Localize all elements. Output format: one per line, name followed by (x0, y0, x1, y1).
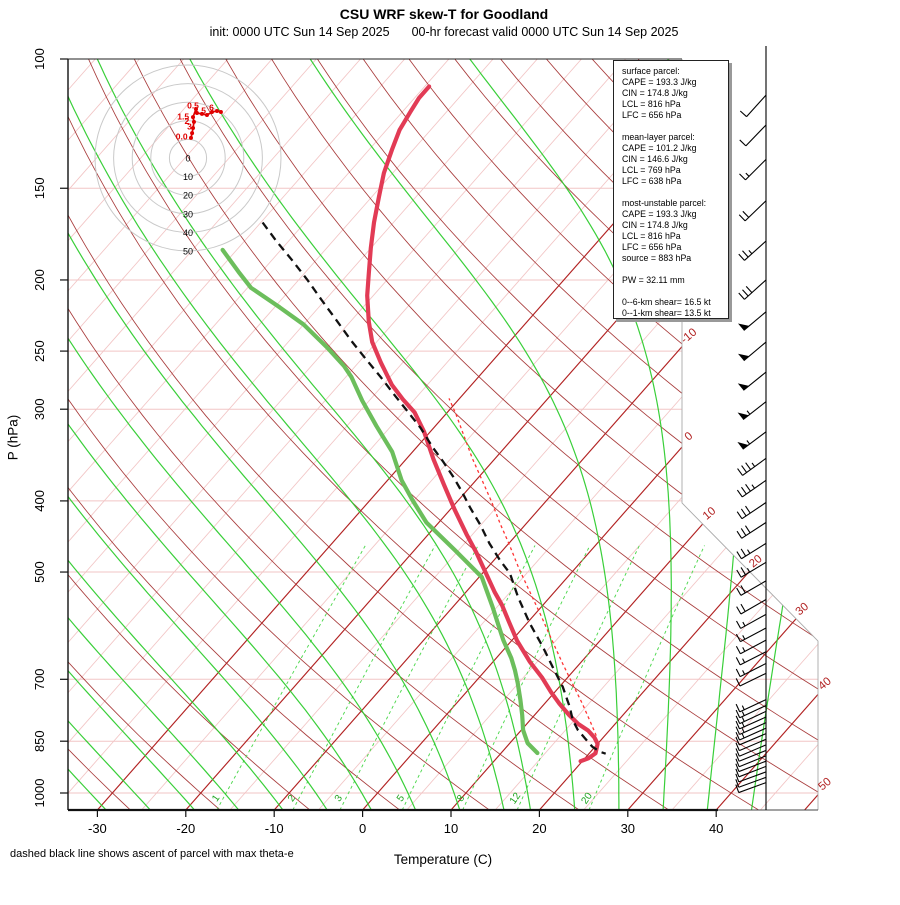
info-box-line: LFC = 656 hPa (622, 242, 682, 252)
info-box-line: LCL = 816 hPa (622, 231, 681, 241)
y-axis: 100 150 200 250 300 400 500 700 850 1000 (32, 48, 68, 807)
info-box-line: CAPE = 193.3 J/kg (622, 77, 697, 87)
info-box-line: LCL = 769 hPa (622, 165, 681, 175)
hodograph-ring-label: 10 (183, 172, 193, 182)
hodograph-ring-label: 50 (183, 247, 193, 257)
surface-parcel-curve (448, 398, 599, 754)
x-tick-label: -20 (176, 821, 195, 836)
info-box-line: LFC = 638 hPa (622, 176, 682, 186)
hodograph-trace (188, 106, 223, 140)
info-box-line: 0--6-km shear= 16.5 kt (622, 297, 711, 307)
info-box-line: CIN = 174.8 J/kg (622, 88, 688, 98)
hodograph-height-label: 3 (187, 121, 192, 131)
parcel-info-box: surface parcel: CAPE = 193.3 J/kg CIN = 17… (613, 60, 729, 319)
isotherm-edge-label: 30 (794, 601, 812, 618)
profiles (220, 84, 607, 764)
info-box-line (622, 187, 726, 198)
isotherm-edge-label: 40 (816, 675, 834, 692)
hodograph-ring-label: 20 (183, 191, 193, 201)
init-time: init: 0000 UTC Sun 14 Sep 2025 (209, 25, 390, 39)
isotherm-edge-label: 10 (701, 505, 719, 522)
info-box-line: mean-layer parcel: (622, 132, 695, 142)
y-tick-label: 700 (32, 668, 47, 690)
page-subtitle: init: 0000 UTC Sun 14 Sep 2025 00-hr fore… (0, 25, 888, 39)
wind-barbs (735, 46, 767, 810)
y-tick-label: 100 (32, 48, 47, 70)
temperature-curve (365, 84, 600, 764)
svg-text:8: 8 (455, 793, 467, 804)
y-tick-label: 850 (32, 730, 47, 752)
info-box-line (622, 264, 726, 275)
x-axis-title: Temperature (C) (393, 852, 493, 867)
hodograph-height-label: 5 (201, 105, 206, 115)
valid-time: 00-hr forecast valid 0000 UTC Sun 14 Sep… (411, 25, 679, 39)
mixing-ratio-lines (216, 545, 705, 810)
y-tick-label: 150 (32, 177, 47, 199)
y-tick-label: 300 (32, 398, 47, 420)
dewpoint-curve (220, 247, 540, 756)
info-box-line (622, 286, 726, 297)
info-box-line: source = 883 hPa (622, 253, 692, 263)
isotherm-edge-label: 0 (683, 430, 696, 443)
y-tick-label: 500 (32, 561, 47, 583)
y-tick-label: 250 (32, 340, 47, 362)
hodograph-ring-label: 30 (183, 209, 193, 219)
info-box-line: surface parcel: (622, 66, 680, 76)
info-box-line: CAPE = 101.2 J/kg (622, 143, 697, 153)
max-thetae-parcel-curve (261, 221, 607, 755)
info-box-line: CIN = 146.6 J/kg (622, 154, 688, 164)
info-box-line: PW = 32.11 mm (622, 275, 685, 285)
hodograph-height-label: 2 (185, 116, 190, 126)
y-tick-label: 400 (32, 490, 47, 512)
x-tick-label: 40 (709, 821, 723, 836)
y-axis-title: P (hPa) (5, 414, 21, 461)
hodograph-height-label: 0.0 (176, 131, 188, 141)
svg-text:2: 2 (286, 793, 298, 804)
info-box-line: CAPE = 193.3 J/kg (622, 209, 697, 219)
x-tick-label: -30 (88, 821, 107, 836)
x-tick-label: 30 (621, 821, 635, 836)
info-box-line: LFC = 656 hPa (622, 110, 682, 120)
info-box-line: CIN = 174.8 J/kg (622, 220, 688, 230)
hodograph-height-label: 0.5 (187, 101, 199, 111)
x-tick-label: 10 (444, 821, 458, 836)
hodograph-rings (94, 64, 282, 252)
x-tick-label: -10 (265, 821, 284, 836)
hodograph-height-label: 1.5 (177, 112, 189, 122)
info-box-line: 0--1-km shear= 13.5 kt (622, 308, 711, 318)
y-tick-label: 200 (32, 269, 47, 291)
svg-text:3: 3 (333, 793, 345, 804)
hodograph-ring-label: 0 (185, 154, 190, 164)
x-axis: -30 -20 -10 0 10 20 30 40 (88, 810, 723, 836)
hodograph-height-label: 6 (209, 102, 214, 112)
isotherm-edge-label: 50 (816, 776, 834, 793)
info-box-line: most-unstable parcel: (622, 198, 707, 208)
hodograph-ring-label: 40 (183, 228, 193, 238)
page-title: CSU WRF skew-T for Goodland (339, 6, 549, 22)
footnote: dashed black line shows ascent of parcel… (10, 848, 294, 860)
svg-text:5: 5 (395, 793, 407, 804)
info-box-line: LCL = 816 hPa (622, 99, 681, 109)
x-tick-label: 0 (359, 821, 366, 836)
x-tick-label: 20 (532, 821, 546, 836)
info-box-line (622, 121, 726, 132)
dry-adiabat-lines (68, 59, 818, 810)
svg-text:1: 1 (210, 793, 222, 804)
y-tick-label: 1000 (32, 779, 47, 808)
